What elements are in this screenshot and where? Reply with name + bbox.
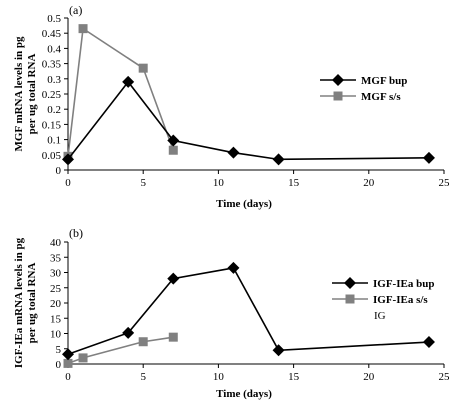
y-tick-label: 30 [50, 268, 62, 280]
y-axis-label: per ug total RNA [26, 263, 38, 344]
y-axis-label: per ug total RNA [26, 54, 38, 135]
y-tick-label: 0.05 [42, 150, 62, 162]
data-point-diamond [167, 134, 180, 147]
data-point-diamond [62, 348, 74, 361]
x-tick-label: 20 [363, 177, 375, 189]
data-point-diamond [122, 326, 135, 339]
y-axis-label: MGF mRNA levels in pg [13, 36, 25, 152]
legend-entry: IGF-IEa bup [332, 277, 434, 290]
data-point-diamond [167, 272, 180, 285]
data-point-diamond [422, 336, 435, 349]
legend-label: IGF-IEa s/s [373, 294, 428, 306]
y-tick-label: 0 [56, 165, 62, 177]
panel-label: (a) [69, 3, 82, 17]
x-tick-label: 15 [288, 371, 300, 383]
series-line [67, 80, 429, 161]
x-axis-label: Time (days) [216, 388, 272, 400]
data-point-square [168, 332, 178, 342]
y-tick-label: 0.35 [42, 59, 62, 71]
y-tick-label: 25 [50, 283, 62, 295]
y-tick-label: 0.15 [42, 119, 62, 131]
series-line [67, 27, 175, 157]
data-point-diamond [272, 344, 285, 357]
x-tick-label: 25 [439, 371, 451, 383]
y-tick-label: 35 [50, 252, 62, 264]
x-tick-label: 10 [213, 371, 225, 383]
data-point-diamond [227, 146, 240, 159]
y-tick-label: 10 [50, 329, 62, 341]
y-tick-label: 0.5 [47, 13, 61, 25]
x-tick-label: 25 [439, 177, 451, 189]
legend-entry: MGF s/s [320, 91, 401, 103]
y-axis-label: IGF-IEa mRNA levels in pg [13, 237, 25, 368]
y-tick-label: 0.4 [47, 43, 61, 55]
legend-label: MGF s/s [361, 91, 401, 103]
data-point-diamond [62, 153, 74, 166]
x-tick-label: 5 [140, 371, 146, 383]
data-point-square [63, 358, 73, 368]
data-point-diamond [332, 74, 344, 86]
chart-annotation: IG [374, 310, 386, 322]
data-point-square [333, 91, 343, 101]
data-point-diamond [227, 261, 240, 274]
y-tick-label: 0.2 [47, 104, 61, 116]
legend-label: IGF-IEa bup [373, 278, 434, 290]
y-tick-label: 0 [56, 359, 62, 371]
x-tick-label: 15 [288, 177, 300, 189]
panel-label: (b) [69, 226, 83, 240]
series-line [67, 267, 430, 355]
y-tick-label: 40 [50, 237, 62, 249]
data-point-square [78, 24, 88, 34]
x-tick-label: 0 [65, 177, 71, 189]
y-tick-label: 15 [50, 313, 62, 325]
x-tick-label: 10 [213, 177, 225, 189]
data-point-diamond [272, 153, 285, 166]
data-point-square [138, 63, 148, 73]
x-tick-label: 20 [363, 371, 375, 383]
y-tick-label: 0.25 [42, 89, 62, 101]
x-tick-label: 0 [65, 371, 71, 383]
data-point-square [138, 337, 148, 347]
y-tick-label: 0.1 [47, 135, 61, 147]
x-axis-label: Time (days) [216, 198, 272, 210]
y-tick-label: 0.3 [47, 74, 61, 86]
series-line [67, 336, 174, 365]
data-point-square [168, 145, 178, 155]
chart-panel-0: 0 0.05 0.1 0.15 0.2 0.25 0.3 0.35 0.4 0.45 0.5 0 5 10… [13, 3, 450, 210]
data-point-diamond [122, 75, 135, 88]
legend-entry: IGF-IEa s/s [332, 294, 428, 306]
y-tick-label: 0.45 [42, 28, 62, 40]
chart-panel-1: 0 5 10 15 20 25 30 35 40 0 5 10 15 20 25 (b) Time (days)… [13, 226, 450, 400]
data-point-square [345, 294, 355, 304]
legend-label: MGF bup [361, 75, 407, 87]
data-point-diamond [422, 151, 435, 164]
series-igf-iea-s-s [63, 332, 178, 368]
series-mgf-bup [62, 75, 435, 166]
y-tick-label: 20 [50, 298, 62, 310]
data-point-square [78, 353, 88, 363]
y-tick-label: 5 [56, 344, 62, 356]
legend-entry: MGF bup [320, 74, 407, 87]
x-tick-label: 5 [140, 177, 146, 189]
data-point-diamond [344, 277, 356, 289]
series-igf-iea-bup [62, 261, 435, 361]
